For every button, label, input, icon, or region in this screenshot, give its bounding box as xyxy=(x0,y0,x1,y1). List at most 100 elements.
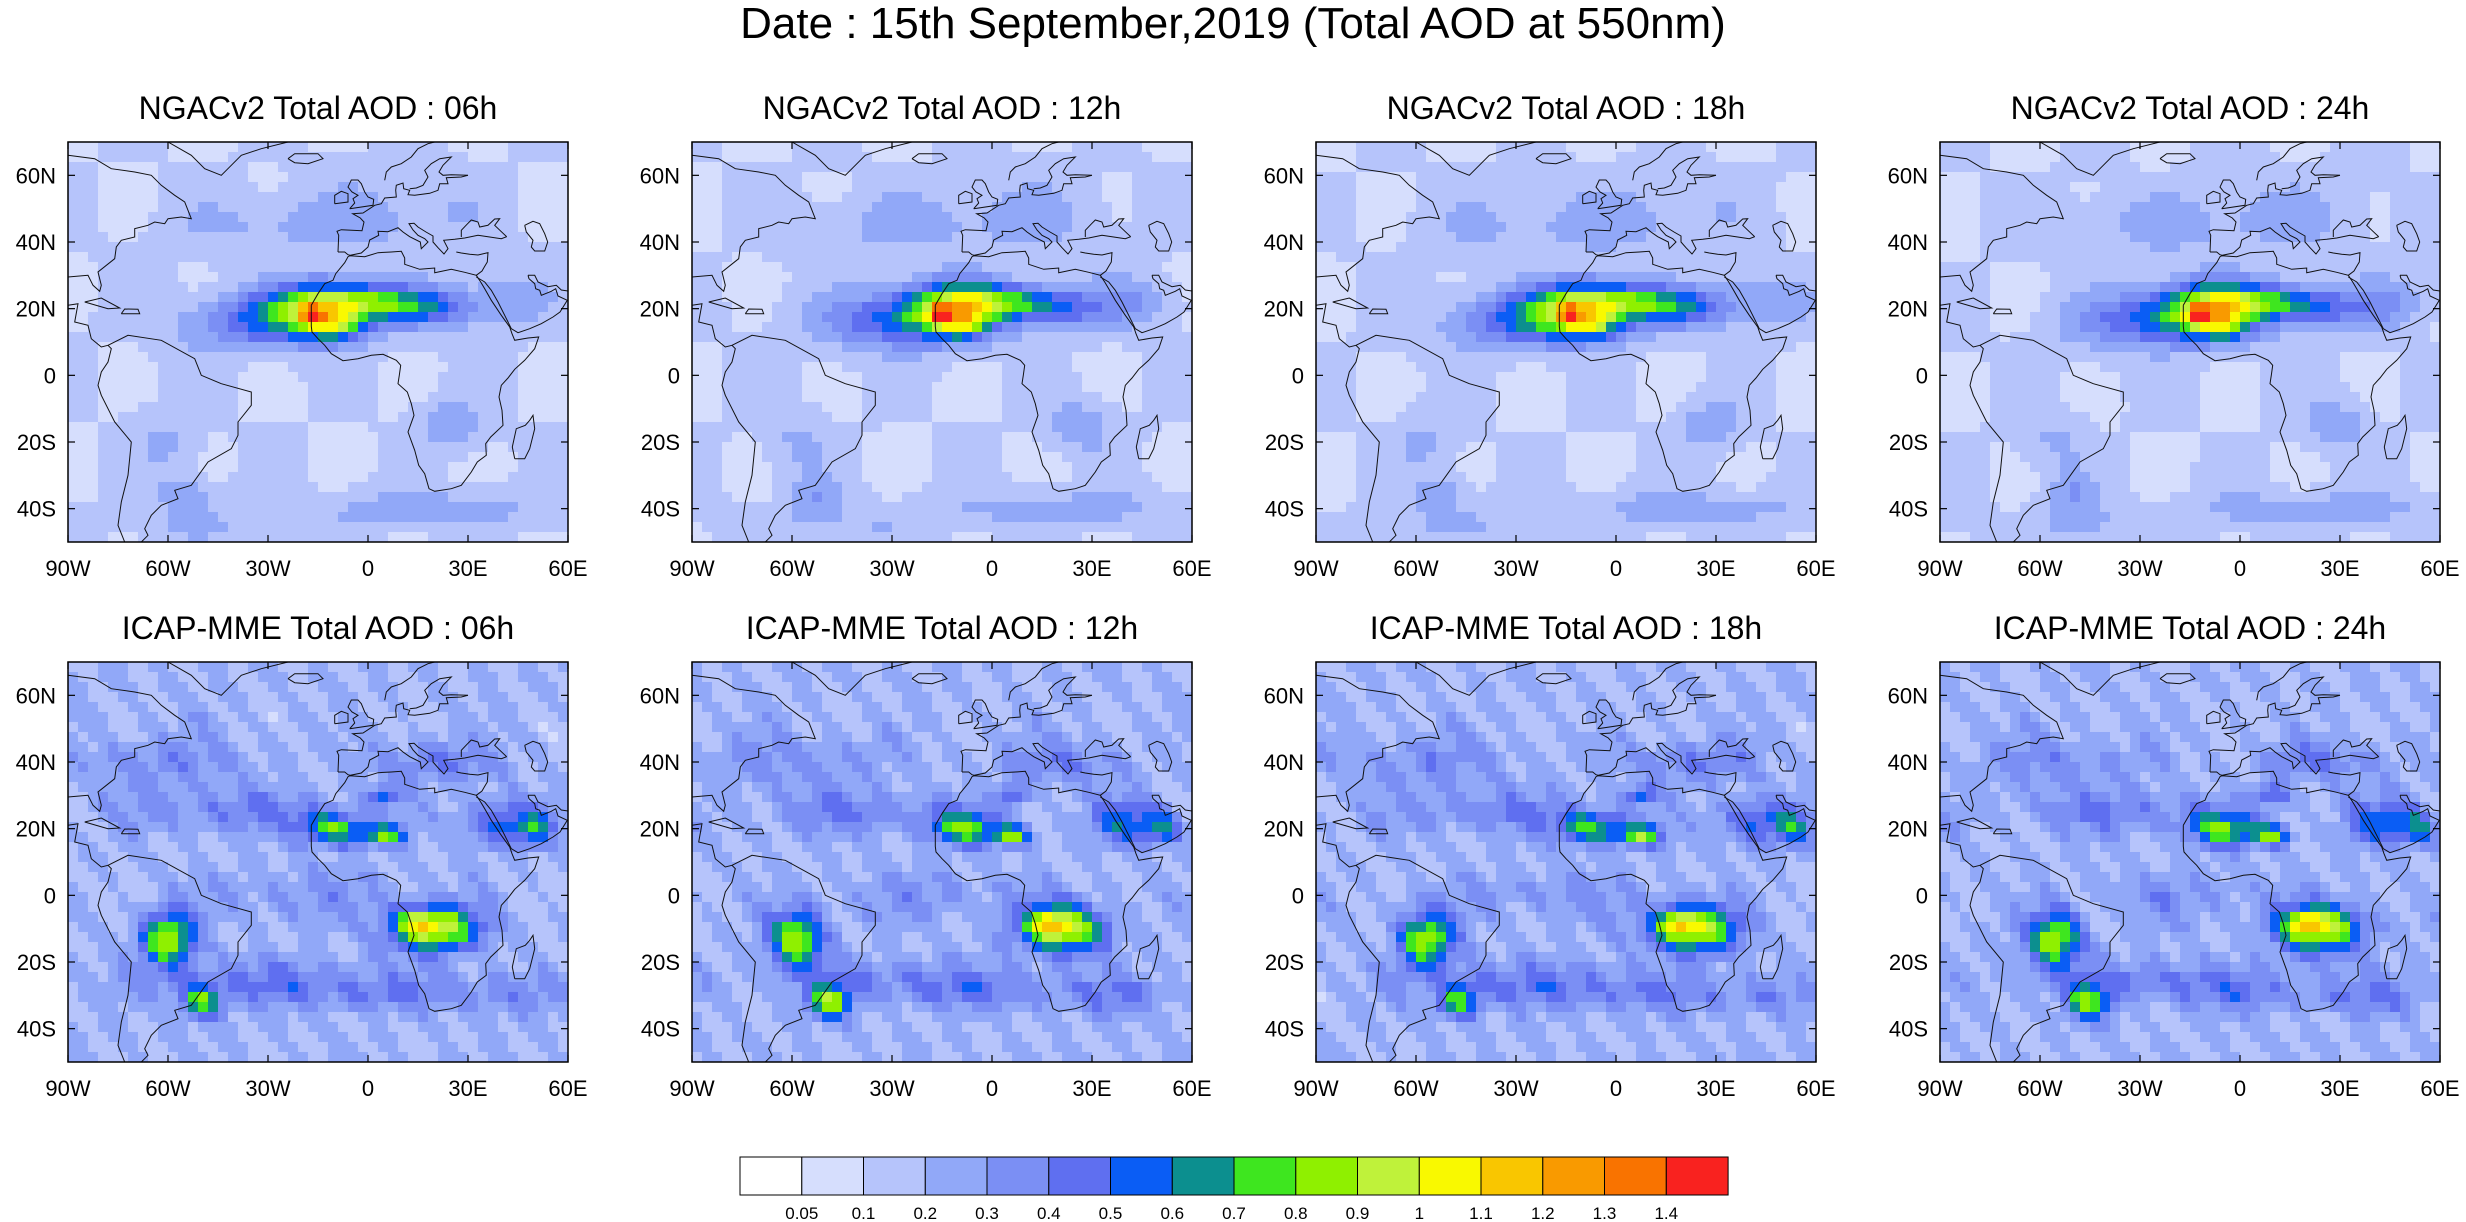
x-tick-label: 30W xyxy=(245,556,290,581)
colorbar-box xyxy=(1665,1156,1729,1196)
coastline xyxy=(721,334,876,542)
coastline xyxy=(1033,156,1093,190)
coastline xyxy=(1595,699,1623,730)
colorbar-box xyxy=(1048,1156,1112,1196)
map-frame xyxy=(67,141,569,543)
y-tick-label: 0 xyxy=(44,363,56,388)
coastline xyxy=(338,742,507,776)
coastline xyxy=(2159,153,2196,165)
coastline xyxy=(310,250,540,492)
y-tick-label: 40S xyxy=(641,497,680,522)
y-tick-label: 40S xyxy=(17,1017,56,1042)
coastline xyxy=(1558,770,1788,1012)
x-tick-label: 90W xyxy=(669,556,714,581)
coastline xyxy=(960,174,1093,253)
x-tick-label: 60W xyxy=(145,1076,190,1101)
panel-title: NGACv2 Total AOD : 12h xyxy=(762,90,1122,126)
coastline xyxy=(1582,710,1597,725)
y-tick-label: 20N xyxy=(16,297,56,322)
y-tick-label: 40S xyxy=(1265,497,1304,522)
coastline xyxy=(1316,154,1441,293)
colorbar-box xyxy=(1542,1156,1606,1196)
coastline xyxy=(2206,710,2221,725)
coastline xyxy=(1704,771,1737,796)
coastline xyxy=(336,174,469,253)
coastlines xyxy=(1940,142,2440,542)
colorbar-label: 0.4 xyxy=(1037,1204,1061,1222)
coastline xyxy=(791,142,913,176)
y-tick-label: 40N xyxy=(640,750,680,775)
x-tick-label: 0 xyxy=(2234,1076,2246,1101)
coastline xyxy=(1152,274,1192,292)
coastline xyxy=(2182,250,2412,492)
coastline xyxy=(744,828,765,835)
coastline xyxy=(68,823,109,868)
map-panel: NGACv2 Total AOD : 24h 90W 60W 30W 0 30E 60E 60… xyxy=(1872,0,2466,581)
y-tick-label: 0 xyxy=(44,883,56,908)
x-tick-label: 30W xyxy=(2117,556,2162,581)
colorbar-label: 0.2 xyxy=(913,1204,937,1222)
coastline xyxy=(409,156,469,190)
coastline xyxy=(2400,794,2440,812)
coastline xyxy=(1332,297,1370,310)
y-tick-label: 60N xyxy=(640,683,680,708)
y-tick-label: 40S xyxy=(641,1017,680,1042)
map-frame xyxy=(1315,141,1817,543)
coastline xyxy=(958,710,973,725)
coastline xyxy=(1776,794,1816,812)
coastline xyxy=(2219,699,2247,730)
aod-map: 90W 60W 30W 0 30E 60E 60N 40N 20N 0 20S 40S xyxy=(640,661,1212,1101)
x-tick-label: 60E xyxy=(548,556,587,581)
y-tick-label: 20N xyxy=(16,817,56,842)
y-tick-label: 0 xyxy=(668,883,680,908)
x-tick-label: 60E xyxy=(1172,1076,1211,1101)
colorbar-box xyxy=(1233,1156,1297,1196)
coastline xyxy=(1148,220,1173,252)
y-tick-label: 20S xyxy=(1265,950,1304,975)
colorbar-label: 0.8 xyxy=(1284,1204,1308,1222)
map-panel: NGACv2 Total AOD : 18h 90W 60W 30W 0 30E 60E 60… xyxy=(1248,0,1872,581)
coastline xyxy=(692,154,817,293)
x-tick-label: 60E xyxy=(1796,556,1835,581)
coastline xyxy=(409,676,469,710)
map-frame xyxy=(691,141,1193,543)
coastline xyxy=(1632,142,1683,181)
y-tick-label: 0 xyxy=(1292,363,1304,388)
map-panel: NGACv2 Total AOD : 06h 90W 60W 30W 0 30E 60E 60… xyxy=(0,0,624,581)
aod-map: 90W 60W 30W 0 30E 60E 60N 40N 20N 0 20S 40S xyxy=(16,141,588,581)
coastline xyxy=(2210,222,2379,256)
coastline xyxy=(2159,673,2196,685)
colorbar-box xyxy=(1295,1156,1359,1196)
coastline xyxy=(1582,190,1597,205)
x-tick-label: 30E xyxy=(448,1076,487,1101)
coastline xyxy=(1595,179,1623,210)
x-tick-label: 0 xyxy=(1610,1076,1622,1101)
y-tick-label: 40N xyxy=(1888,230,1928,255)
coastline xyxy=(2206,190,2221,205)
aod-map: 90W 60W 30W 0 30E 60E 60N 40N 20N 0 20S 40S xyxy=(1264,141,1836,581)
coastline xyxy=(2332,218,2380,238)
y-tick-label: 0 xyxy=(1916,883,1928,908)
colorbar-label: 0.3 xyxy=(975,1204,999,1222)
colorbar-box xyxy=(1171,1156,1235,1196)
coastline xyxy=(692,823,733,868)
y-tick-label: 40N xyxy=(1264,750,1304,775)
x-tick-label: 60W xyxy=(1393,556,1438,581)
panel-title: NGACv2 Total AOD : 24h xyxy=(2010,90,2370,126)
y-tick-label: 40S xyxy=(1889,1017,1928,1042)
coastline xyxy=(1135,933,1160,980)
coastline xyxy=(524,220,549,252)
x-tick-label: 30W xyxy=(2117,1076,2162,1101)
coastline xyxy=(1586,742,1755,776)
coastline xyxy=(2332,738,2380,758)
y-tick-label: 20S xyxy=(17,430,56,455)
coastline xyxy=(1708,218,1756,238)
coastline xyxy=(744,308,765,315)
aod-field xyxy=(1940,662,2440,1062)
x-tick-label: 30W xyxy=(1493,1076,1538,1101)
y-tick-label: 40S xyxy=(1889,497,1928,522)
colorbar-label: 1.4 xyxy=(1654,1204,1678,1222)
colorbar-label: 1 xyxy=(1415,1204,1424,1222)
coastline xyxy=(347,179,375,210)
x-tick-label: 90W xyxy=(45,556,90,581)
